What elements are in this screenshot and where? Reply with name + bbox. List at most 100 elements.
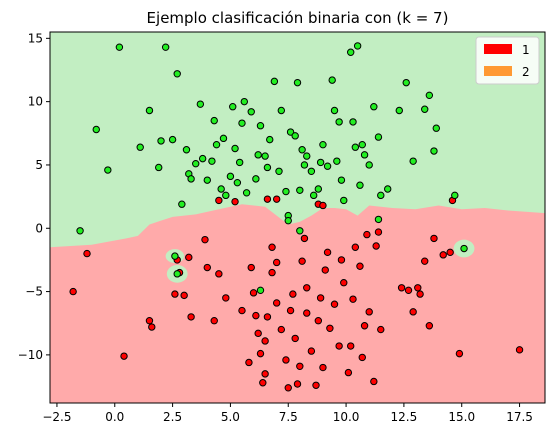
data-point-class-2: [208, 157, 216, 165]
data-point-class-2: [307, 167, 316, 175]
data-point-class-2: [335, 118, 343, 126]
x-tick-label: 12.5: [391, 410, 418, 424]
data-point-class-2: [356, 181, 364, 189]
data-point-class-2: [254, 151, 262, 159]
data-point-class-1: [222, 294, 230, 302]
data-point-class-2: [421, 105, 429, 113]
data-point-class-2: [293, 78, 302, 87]
data-point-class-1: [272, 195, 281, 203]
x-tick-label: 17.5: [506, 410, 533, 424]
legend: 1 2: [475, 36, 540, 85]
y-tick-label: 0: [35, 221, 43, 235]
data-point-class-2: [351, 143, 360, 151]
data-point-class-1: [335, 342, 343, 350]
data-point-class-1: [261, 337, 269, 345]
data-point-class-2: [432, 124, 440, 132]
data-point-class-1: [363, 230, 371, 239]
data-point-class-2: [92, 125, 100, 134]
x-tick-label: 15.0: [448, 410, 475, 424]
data-point-class-1: [319, 201, 327, 210]
data-point-class-2: [173, 70, 181, 78]
data-point-class-1: [316, 294, 325, 302]
data-point-class-1: [171, 290, 179, 298]
x-tick-label: 5.0: [221, 410, 240, 424]
data-point-class-2: [328, 76, 336, 84]
data-point-class-2: [284, 216, 292, 225]
data-point-class-1: [268, 243, 276, 251]
data-point-class-2: [212, 140, 221, 149]
data-point-class-2: [155, 163, 163, 172]
data-point-class-2: [365, 161, 373, 169]
data-point-class-1: [377, 325, 385, 334]
data-point-class-1: [215, 270, 223, 278]
data-point-class-2: [340, 196, 348, 205]
data-point-class-1: [252, 311, 260, 320]
data-point-class-2: [115, 43, 124, 51]
data-point-class-2: [229, 103, 237, 111]
data-point-class-2: [266, 135, 274, 144]
data-point-class-2: [263, 163, 272, 172]
data-point-class-1: [430, 234, 438, 243]
data-point-class-1: [404, 286, 413, 295]
data-point-class-2: [219, 134, 228, 143]
data-point-class-2: [323, 162, 332, 170]
y-tick-label: −10: [18, 348, 43, 362]
data-point-class-2: [303, 152, 311, 160]
data-point-class-1: [374, 228, 383, 236]
data-point-class-1: [303, 309, 311, 317]
data-point-class-1: [360, 322, 369, 330]
data-point-class-1: [201, 235, 209, 244]
y-axis: −10 −5 0 5 10 15: [18, 31, 50, 362]
data-point-class-1: [261, 370, 269, 378]
data-point-class-1: [312, 381, 320, 389]
data-point-class-2: [409, 157, 417, 165]
x-tick-label: −2.5: [42, 410, 71, 424]
data-point-class-2: [145, 106, 154, 115]
data-point-class-2: [309, 191, 318, 200]
data-point-class-2: [384, 185, 392, 193]
x-axis: −2.5 0.0 2.5 5.0 7.5 10.0 12.5 15.0 17.5: [42, 403, 533, 424]
data-point-class-1: [296, 362, 304, 370]
data-point-class-1: [421, 257, 429, 265]
legend-swatch-1: [484, 44, 512, 54]
data-point-class-2: [256, 286, 265, 295]
data-point-class-2: [210, 116, 218, 125]
data-point-class-2: [330, 106, 339, 115]
data-point-class-1: [286, 306, 295, 315]
data-point-class-2: [222, 191, 230, 200]
data-point-class-1: [203, 263, 211, 272]
data-point-class-1: [416, 290, 424, 298]
data-point-class-2: [104, 166, 112, 174]
data-point-class-1: [344, 368, 353, 377]
plot-frame: [49, 31, 546, 404]
data-point-class-1: [145, 316, 154, 325]
data-point-class-1: [215, 196, 223, 205]
legend-label-2: 2: [522, 65, 530, 79]
data-point-class-2: [226, 172, 235, 181]
x-tick-label: 10.0: [333, 410, 360, 424]
legend-swatch-2: [484, 66, 512, 76]
data-point-class-2: [235, 158, 244, 167]
data-point-class-2: [192, 159, 200, 168]
data-point-class-2: [460, 244, 468, 253]
data-point-class-1: [247, 263, 255, 272]
data-point-class-1: [370, 377, 378, 386]
data-point-class-2: [198, 154, 207, 163]
data-point-class-2: [374, 133, 383, 141]
data-point-class-1: [307, 347, 316, 355]
data-point-class-2: [316, 158, 325, 167]
data-point-class-2: [370, 103, 378, 111]
data-point-class-2: [76, 227, 84, 235]
data-point-class-1: [446, 248, 454, 257]
data-point-class-2: [256, 121, 265, 130]
data-point-class-2: [333, 157, 341, 165]
data-point-class-1: [249, 289, 258, 297]
data-point-class-2: [425, 91, 434, 100]
data-point-class-2: [240, 97, 248, 106]
data-point-class-2: [358, 140, 366, 149]
data-point-class-1: [455, 349, 464, 358]
data-point-class-1: [319, 363, 327, 372]
y-tick-label: 5: [35, 158, 43, 172]
data-point-class-2: [353, 42, 362, 50]
